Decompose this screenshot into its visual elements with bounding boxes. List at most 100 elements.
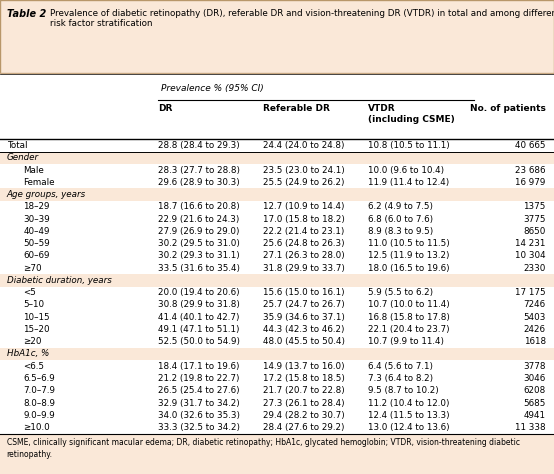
Text: 18.4 (17.1 to 19.6): 18.4 (17.1 to 19.6) bbox=[158, 362, 239, 371]
Bar bbox=[0, 434, 554, 474]
Text: 10.8 (10.5 to 11.1): 10.8 (10.5 to 11.1) bbox=[368, 141, 450, 150]
Text: 9.5 (8.7 to 10.2): 9.5 (8.7 to 10.2) bbox=[368, 386, 439, 395]
Text: 14.9 (13.7 to 16.0): 14.9 (13.7 to 16.0) bbox=[263, 362, 345, 371]
Text: 2426: 2426 bbox=[524, 325, 546, 334]
Text: 49.1 (47.1 to 51.1): 49.1 (47.1 to 51.1) bbox=[158, 325, 239, 334]
Text: 17.2 (15.8 to 18.5): 17.2 (15.8 to 18.5) bbox=[263, 374, 345, 383]
Text: Age groups, years: Age groups, years bbox=[7, 190, 86, 199]
Text: Gender: Gender bbox=[7, 153, 39, 162]
Text: 7246: 7246 bbox=[524, 301, 546, 310]
Text: Referable DR: Referable DR bbox=[263, 104, 330, 113]
Text: 31.8 (29.9 to 33.7): 31.8 (29.9 to 33.7) bbox=[263, 264, 345, 273]
Bar bbox=[0, 250, 554, 262]
Text: 30.2 (29.5 to 31.0): 30.2 (29.5 to 31.0) bbox=[158, 239, 240, 248]
Text: 16.8 (15.8 to 17.8): 16.8 (15.8 to 17.8) bbox=[368, 313, 450, 322]
Text: 2330: 2330 bbox=[524, 264, 546, 273]
Text: 8.0–8.9: 8.0–8.9 bbox=[23, 399, 55, 408]
Text: 52.5 (50.0 to 54.9): 52.5 (50.0 to 54.9) bbox=[158, 337, 240, 346]
Text: 1375: 1375 bbox=[524, 202, 546, 211]
Text: ≥70: ≥70 bbox=[23, 264, 42, 273]
Text: 10.7 (10.0 to 11.4): 10.7 (10.0 to 11.4) bbox=[368, 301, 450, 310]
Text: 25.6 (24.8 to 26.3): 25.6 (24.8 to 26.3) bbox=[263, 239, 345, 248]
Text: 13.0 (12.4 to 13.6): 13.0 (12.4 to 13.6) bbox=[368, 423, 450, 432]
Text: 14 231: 14 231 bbox=[515, 239, 546, 248]
Bar bbox=[0, 421, 554, 434]
Text: 40 665: 40 665 bbox=[515, 141, 546, 150]
Text: 24.4 (24.0 to 24.8): 24.4 (24.0 to 24.8) bbox=[263, 141, 345, 150]
Bar bbox=[0, 397, 554, 409]
Text: 29.4 (28.2 to 30.7): 29.4 (28.2 to 30.7) bbox=[263, 411, 345, 420]
Bar bbox=[0, 262, 554, 274]
Text: 16 979: 16 979 bbox=[515, 178, 546, 187]
Text: 60–69: 60–69 bbox=[23, 251, 50, 260]
Text: 27.3 (26.1 to 28.4): 27.3 (26.1 to 28.4) bbox=[263, 399, 345, 408]
Text: 22.9 (21.6 to 24.3): 22.9 (21.6 to 24.3) bbox=[158, 215, 239, 224]
Text: 29.6 (28.9 to 30.3): 29.6 (28.9 to 30.3) bbox=[158, 178, 240, 187]
Text: 34.0 (32.6 to 35.3): 34.0 (32.6 to 35.3) bbox=[158, 411, 240, 420]
Bar bbox=[0, 176, 554, 189]
Text: Female: Female bbox=[23, 178, 55, 187]
Text: 10.0 (9.6 to 10.4): 10.0 (9.6 to 10.4) bbox=[368, 165, 444, 174]
Text: <6.5: <6.5 bbox=[23, 362, 44, 371]
Bar bbox=[0, 237, 554, 250]
Text: ≥10.0: ≥10.0 bbox=[23, 423, 50, 432]
Text: 48.0 (45.5 to 50.4): 48.0 (45.5 to 50.4) bbox=[263, 337, 345, 346]
Text: 11 338: 11 338 bbox=[515, 423, 546, 432]
Text: 23.5 (23.0 to 24.1): 23.5 (23.0 to 24.1) bbox=[263, 165, 345, 174]
Text: 21.7 (20.7 to 22.8): 21.7 (20.7 to 22.8) bbox=[263, 386, 345, 395]
Text: 26.5 (25.4 to 27.6): 26.5 (25.4 to 27.6) bbox=[158, 386, 239, 395]
Text: 3778: 3778 bbox=[523, 362, 546, 371]
Text: 25.5 (24.9 to 26.2): 25.5 (24.9 to 26.2) bbox=[263, 178, 345, 187]
Text: 15–20: 15–20 bbox=[23, 325, 50, 334]
Text: 3775: 3775 bbox=[523, 215, 546, 224]
Bar bbox=[0, 189, 554, 201]
Text: 7.0–7.9: 7.0–7.9 bbox=[23, 386, 55, 395]
Text: 28.3 (27.7 to 28.8): 28.3 (27.7 to 28.8) bbox=[158, 165, 240, 174]
Text: 40–49: 40–49 bbox=[23, 227, 50, 236]
Text: 23 686: 23 686 bbox=[515, 165, 546, 174]
Text: 5.9 (5.5 to 6.2): 5.9 (5.5 to 6.2) bbox=[368, 288, 434, 297]
Text: 35.9 (34.6 to 37.1): 35.9 (34.6 to 37.1) bbox=[263, 313, 345, 322]
Text: Prevalence of diabetic retinopathy (DR), referable DR and vision-threatening DR : Prevalence of diabetic retinopathy (DR),… bbox=[50, 9, 554, 28]
Text: 8650: 8650 bbox=[524, 227, 546, 236]
Text: 25.7 (24.7 to 26.7): 25.7 (24.7 to 26.7) bbox=[263, 301, 345, 310]
Text: Total: Total bbox=[7, 141, 27, 150]
Text: 5–10: 5–10 bbox=[23, 301, 44, 310]
Text: No. of patients: No. of patients bbox=[470, 104, 546, 113]
Text: <5: <5 bbox=[23, 288, 36, 297]
Bar bbox=[0, 164, 554, 176]
Text: VTDR
(including CSME): VTDR (including CSME) bbox=[368, 104, 455, 124]
Text: 44.3 (42.3 to 46.2): 44.3 (42.3 to 46.2) bbox=[263, 325, 345, 334]
Text: 33.3 (32.5 to 34.2): 33.3 (32.5 to 34.2) bbox=[158, 423, 240, 432]
Bar bbox=[0, 323, 554, 336]
Text: 18.7 (16.6 to 20.8): 18.7 (16.6 to 20.8) bbox=[158, 202, 240, 211]
Text: 5685: 5685 bbox=[524, 399, 546, 408]
Text: 10.7 (9.9 to 11.4): 10.7 (9.9 to 11.4) bbox=[368, 337, 444, 346]
Text: 4941: 4941 bbox=[524, 411, 546, 420]
Text: 27.9 (26.9 to 29.0): 27.9 (26.9 to 29.0) bbox=[158, 227, 239, 236]
Text: 28.8 (28.4 to 29.3): 28.8 (28.4 to 29.3) bbox=[158, 141, 240, 150]
Text: 15.6 (15.0 to 16.1): 15.6 (15.0 to 16.1) bbox=[263, 288, 345, 297]
Text: 30–39: 30–39 bbox=[23, 215, 50, 224]
Text: 7.3 (6.4 to 8.2): 7.3 (6.4 to 8.2) bbox=[368, 374, 434, 383]
Text: 28.4 (27.6 to 29.2): 28.4 (27.6 to 29.2) bbox=[263, 423, 345, 432]
Bar bbox=[0, 213, 554, 225]
Text: 6.8 (6.0 to 7.6): 6.8 (6.0 to 7.6) bbox=[368, 215, 434, 224]
Text: 50–59: 50–59 bbox=[23, 239, 50, 248]
Text: Table 2: Table 2 bbox=[7, 9, 46, 18]
Text: 30.2 (29.3 to 31.1): 30.2 (29.3 to 31.1) bbox=[158, 251, 240, 260]
Bar bbox=[0, 201, 554, 213]
Text: 27.1 (26.3 to 28.0): 27.1 (26.3 to 28.0) bbox=[263, 251, 345, 260]
Text: CSME, clinically significant macular edema; DR, diabetic retinopathy; HbA1c, gly: CSME, clinically significant macular ede… bbox=[7, 438, 520, 459]
Text: HbA1c, %: HbA1c, % bbox=[7, 349, 49, 358]
Text: 12.4 (11.5 to 13.3): 12.4 (11.5 to 13.3) bbox=[368, 411, 450, 420]
Text: 30.8 (29.9 to 31.8): 30.8 (29.9 to 31.8) bbox=[158, 301, 240, 310]
Text: 32.9 (31.7 to 34.2): 32.9 (31.7 to 34.2) bbox=[158, 399, 240, 408]
Text: 6.4 (5.6 to 7.1): 6.4 (5.6 to 7.1) bbox=[368, 362, 433, 371]
Text: 12.5 (11.9 to 13.2): 12.5 (11.9 to 13.2) bbox=[368, 251, 450, 260]
Text: 6.5–6.9: 6.5–6.9 bbox=[23, 374, 55, 383]
Bar bbox=[0, 373, 554, 385]
Bar bbox=[0, 73, 554, 142]
Text: 6.2 (4.9 to 7.5): 6.2 (4.9 to 7.5) bbox=[368, 202, 433, 211]
Text: 22.2 (21.4 to 23.1): 22.2 (21.4 to 23.1) bbox=[263, 227, 345, 236]
